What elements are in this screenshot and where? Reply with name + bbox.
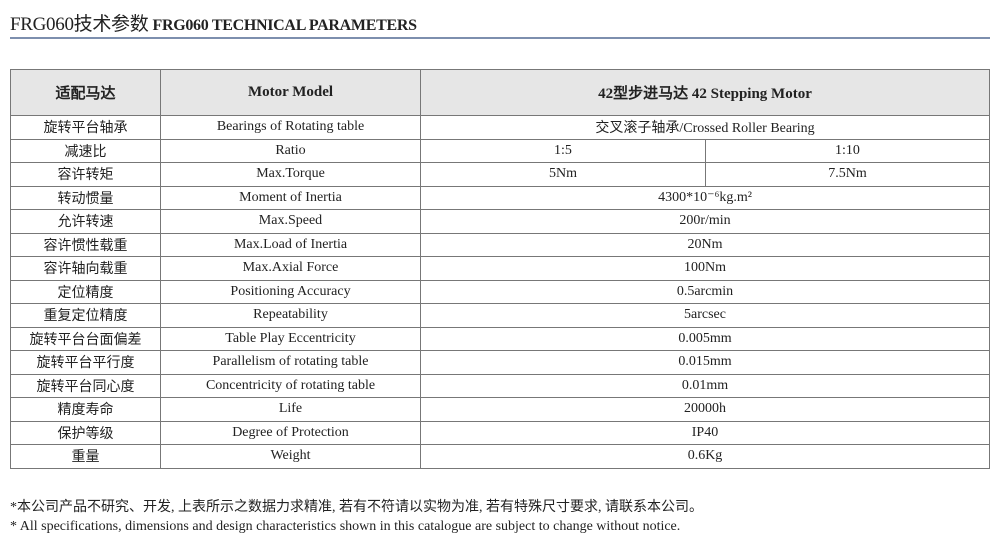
param-value: 5arcsec — [420, 303, 990, 328]
param-en: Weight — [160, 444, 421, 469]
param-en: Positioning Accuracy — [160, 279, 421, 304]
param-cn: 容许轴向载重 — [10, 256, 161, 281]
param-en: Ratio — [160, 138, 421, 163]
param-value: 交叉滚子轴承/Crossed Roller Bearing — [420, 115, 990, 140]
param-value: 0.5arcmin — [420, 279, 990, 304]
param-value: 20000h — [420, 397, 990, 422]
title-divider — [10, 37, 990, 39]
table-header: 适配马达 Motor Model 42型步进马达 42 Stepping Mot… — [10, 69, 990, 116]
header-motor: 42型步进马达 42 Stepping Motor — [420, 69, 990, 116]
table-row: 旋转平台平行度 Parallelism of rotating table 0.0… — [10, 350, 990, 375]
param-cn: 转动惯量 — [10, 185, 161, 210]
param-en: Table Play Eccentricity — [160, 326, 421, 351]
param-en: Bearings of Rotating table — [160, 115, 421, 140]
param-cn: 旋转平台台面偏差 — [10, 326, 161, 351]
note-en: * All specifications, dimensions and des… — [10, 519, 681, 534]
table-row: 定位精度 Positioning Accuracy 0.5arcmin — [10, 279, 990, 304]
param-value: 1:5 — [420, 138, 706, 163]
param-en: Moment of Inertia — [160, 185, 421, 210]
table-row: 旋转平台同心度 Concentricity of rotating table 0… — [10, 373, 990, 398]
param-en: Max.Load of Inertia — [160, 232, 421, 257]
param-en: Parallelism of rotating table — [160, 350, 421, 375]
param-value: 4300*10⁻⁶kg.m² — [420, 185, 990, 210]
param-value: 0.005mm — [420, 326, 990, 351]
param-cn: 旋转平台轴承 — [10, 115, 161, 140]
param-cn: 保护等级 — [10, 420, 161, 445]
table-row: 精度寿命 Life 20000h — [10, 397, 990, 422]
param-value: 200r/min — [420, 209, 990, 234]
param-en: Concentricity of rotating table — [160, 373, 421, 398]
title-cn: FRG060技术参数 — [10, 14, 149, 35]
param-value: IP40 — [420, 420, 990, 445]
table-row: 重量 Weight 0.6Kg — [10, 444, 990, 469]
param-value: 7.5Nm — [705, 162, 990, 187]
param-cn: 容许惯性载重 — [10, 232, 161, 257]
param-value: 20Nm — [420, 232, 990, 257]
param-en: Life — [160, 397, 421, 422]
note-cn: *本公司产品不研究、开发, 上表所示之数据力求精准, 若有不符请以实物为准, 若… — [10, 500, 703, 515]
param-cn: 允许转速 — [10, 209, 161, 234]
param-cn: 旋转平台平行度 — [10, 350, 161, 375]
param-value: 5Nm — [420, 162, 706, 187]
param-value: 0.6Kg — [420, 444, 990, 469]
table-row: 容许惯性载重 Max.Load of Inertia 20Nm — [10, 232, 990, 257]
param-value: 0.015mm — [420, 350, 990, 375]
page-title: FRG060技术参数 FRG060 TECHNICAL PARAMETERS — [10, 9, 417, 36]
header-cn: 适配马达 — [10, 69, 161, 116]
param-value: 0.01mm — [420, 373, 990, 398]
param-cn: 精度寿命 — [10, 397, 161, 422]
param-en: Repeatability — [160, 303, 421, 328]
param-cn: 重复定位精度 — [10, 303, 161, 328]
table-row: 容许轴向载重 Max.Axial Force 100Nm — [10, 256, 990, 281]
table-row: 容许转矩 Max.Torque 5Nm 7.5Nm — [10, 162, 990, 187]
table-row: 旋转平台轴承 Bearings of Rotating table 交叉滚子轴承/… — [10, 115, 990, 140]
parameters-table: 适配马达 Motor Model 42型步进马达 42 Stepping Mot… — [10, 69, 990, 469]
param-en: Max.Axial Force — [160, 256, 421, 281]
param-cn: 减速比 — [10, 138, 161, 163]
table-row: 转动惯量 Moment of Inertia 4300*10⁻⁶kg.m² — [10, 185, 990, 210]
param-cn: 重量 — [10, 444, 161, 469]
table-row: 重复定位精度 Repeatability 5arcsec — [10, 303, 990, 328]
param-cn: 容许转矩 — [10, 162, 161, 187]
param-cn: 旋转平台同心度 — [10, 373, 161, 398]
param-value: 1:10 — [705, 138, 990, 163]
param-en: Max.Torque — [160, 162, 421, 187]
table-row: 允许转速 Max.Speed 200r/min — [10, 209, 990, 234]
param-value: 100Nm — [420, 256, 990, 281]
param-cn: 定位精度 — [10, 279, 161, 304]
param-en: Degree of Protection — [160, 420, 421, 445]
table-row: 保护等级 Degree of Protection IP40 — [10, 420, 990, 445]
table-row: 减速比 Ratio 1:5 1:10 — [10, 138, 990, 163]
title-en: FRG060 TECHNICAL PARAMETERS — [152, 17, 417, 34]
param-en: Max.Speed — [160, 209, 421, 234]
header-model: Motor Model — [160, 69, 421, 116]
table-row: 旋转平台台面偏差 Table Play Eccentricity 0.005mm — [10, 326, 990, 351]
